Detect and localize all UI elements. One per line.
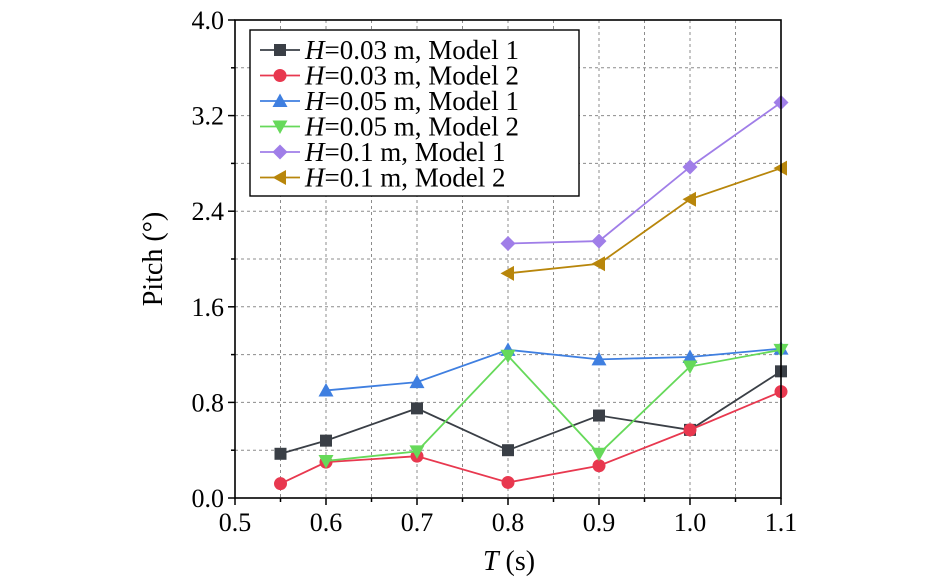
series-5 — [500, 94, 789, 251]
data-point — [500, 235, 516, 251]
data-point — [591, 447, 607, 462]
series-line — [280, 390, 782, 485]
y-axis-title: Pitch (°) — [138, 212, 169, 306]
legend-label-symbol: H — [304, 61, 326, 91]
data-point — [502, 444, 514, 457]
series-2 — [274, 385, 788, 491]
data-point — [682, 349, 698, 363]
data-point — [591, 233, 607, 249]
y-tick-label: 4.0 — [192, 6, 225, 35]
x-tick-label: 0.9 — [583, 508, 616, 537]
data-point — [501, 475, 515, 489]
x-tick-label: 0.5 — [219, 508, 252, 537]
series-layer — [274, 94, 789, 491]
x-axis-title: T (s) — [483, 546, 535, 577]
data-point — [411, 402, 423, 415]
data-point — [591, 351, 607, 366]
legend-label-symbol: H — [304, 35, 326, 65]
legend-label-text: =0.05 m, Model 2 — [325, 112, 519, 142]
x-tick-label: 1.0 — [674, 508, 707, 537]
data-point — [409, 445, 425, 459]
y-tick-label: 1.6 — [192, 293, 225, 322]
legend-item: H=0.1 m, Model 1 — [260, 137, 505, 167]
data-point — [592, 459, 606, 473]
axes: 0.5 0.6 0.7 0.8 0.9 1.0 1.1 0.0 0.8 1.6 2.4 3.2 4.0 — [192, 6, 798, 537]
legend-label-symbol: H — [304, 137, 326, 167]
x-axis-title-unit: (s) — [499, 546, 536, 577]
legend-label: H=0.1 m, Model 1 — [304, 137, 505, 167]
legend-label: H=0.05 m, Model 1 — [304, 86, 519, 116]
data-point — [500, 349, 516, 364]
y-tick-label: 3.2 — [192, 102, 225, 131]
legend-item: H=0.1 m, Model 2 — [260, 163, 505, 193]
legend-box — [249, 29, 580, 197]
legend-item: H=0.05 m, Model 1 — [260, 86, 519, 116]
x-axis-title-symbol: T — [483, 546, 501, 577]
data-point — [591, 256, 605, 272]
legend-label: H=0.05 m, Model 2 — [304, 112, 519, 142]
series-line — [325, 348, 782, 462]
data-point — [682, 191, 696, 207]
data-point — [593, 409, 605, 422]
data-point — [320, 434, 332, 447]
series-line — [507, 101, 782, 245]
legend-marker — [272, 120, 288, 134]
y-tick-label: 0.8 — [192, 388, 225, 417]
legend-marker — [272, 144, 288, 160]
data-point — [318, 382, 334, 397]
y-tick-label: 0.0 — [192, 484, 225, 513]
series-line — [507, 167, 782, 275]
legend-label-text: =0.1 m, Model 2 — [325, 163, 506, 193]
legend-label-text: =0.03 m, Model 1 — [325, 35, 519, 65]
data-point — [682, 360, 698, 375]
x-tick-label: 0.8 — [492, 508, 525, 537]
data-point — [318, 454, 334, 469]
x-tick-label: 0.6 — [310, 508, 343, 537]
legend-label-text: =0.03 m, Model 2 — [325, 61, 519, 91]
legend-label-symbol: H — [304, 163, 326, 193]
legend-marker — [272, 170, 286, 185]
legend-marker — [272, 93, 288, 107]
legend-item: H=0.03 m, Model 2 — [260, 61, 519, 91]
legend-label-symbol: H — [304, 112, 326, 142]
data-point — [274, 447, 287, 460]
x-tick-label: 1.1 — [765, 508, 798, 537]
y-tick-label: 2.4 — [192, 197, 225, 226]
legend-label-text: =0.1 m, Model 1 — [325, 137, 506, 167]
data-point — [274, 477, 287, 491]
legend-label-symbol: H — [304, 86, 326, 116]
data-point — [683, 423, 697, 437]
legend-label-text: =0.05 m, Model 1 — [325, 86, 519, 116]
legend-item: H=0.03 m, Model 1 — [260, 35, 519, 65]
legend-marker — [273, 69, 287, 82]
legend-label: H=0.03 m, Model 1 — [304, 35, 519, 65]
legend-item: H=0.05 m, Model 2 — [260, 112, 519, 142]
data-point — [409, 374, 425, 389]
series-line — [280, 370, 782, 455]
data-point — [500, 265, 514, 281]
x-tick-label: 0.7 — [401, 508, 434, 537]
series-4 — [318, 343, 789, 469]
legend: H=0.03 m, Model 1H=0.03 m, Model 2H=0.05… — [249, 29, 580, 197]
series-line — [325, 347, 782, 392]
data-point — [682, 159, 698, 175]
legend-label: H=0.1 m, Model 2 — [304, 163, 505, 193]
legend-marker — [274, 44, 286, 56]
legend-label: H=0.03 m, Model 2 — [304, 61, 519, 91]
